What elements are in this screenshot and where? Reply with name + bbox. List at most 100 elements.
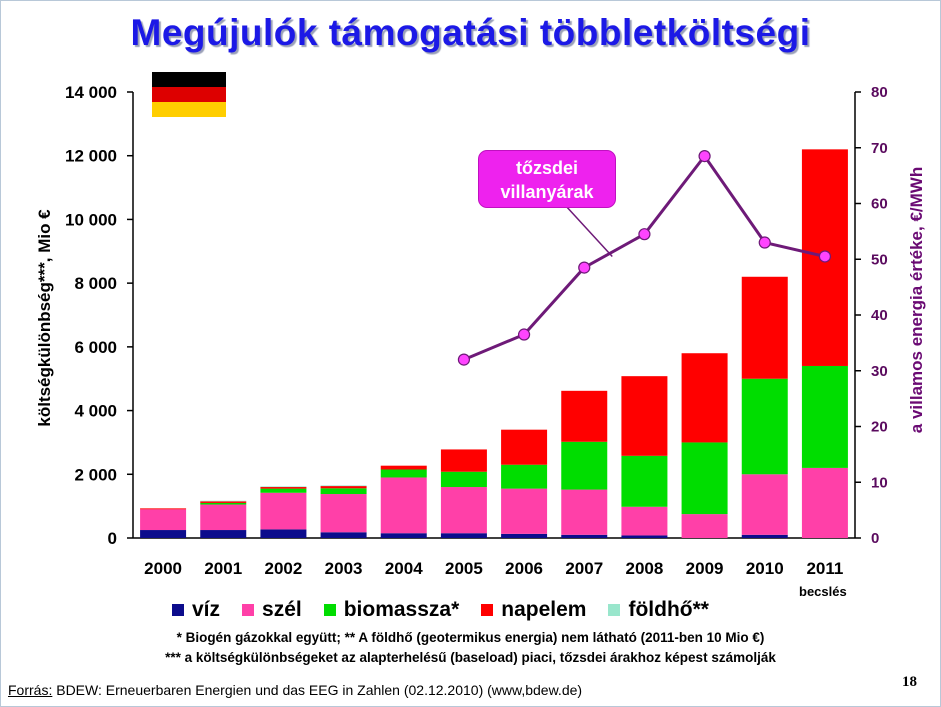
bar-segment bbox=[681, 514, 728, 538]
flag-stripe-black bbox=[152, 72, 226, 87]
bar-segment bbox=[200, 530, 247, 538]
bar-segment bbox=[260, 492, 307, 530]
bar-segment bbox=[380, 469, 427, 478]
price-callout: tőzsdei villanyárak bbox=[478, 150, 616, 208]
bar-segment bbox=[140, 530, 187, 538]
x-tick-label: 2005 bbox=[445, 559, 483, 578]
legend-item: szél bbox=[242, 598, 302, 622]
bar-segment bbox=[741, 378, 788, 475]
right-tick-label: 60 bbox=[871, 196, 888, 213]
left-axis-title: költségkülönbség***, Mio € bbox=[35, 209, 54, 427]
source-line: Forrás: BDEW: Erneuerbaren Energien und … bbox=[8, 682, 582, 698]
price-line bbox=[457, 150, 832, 366]
legend-item: napelem bbox=[481, 598, 586, 622]
bar-segment bbox=[621, 506, 668, 536]
legend-item: víz bbox=[172, 598, 220, 622]
bar-segment bbox=[380, 465, 427, 470]
x-tick-label: 2002 bbox=[265, 559, 303, 578]
bar-segment bbox=[741, 474, 788, 535]
left-tick-label: 2 000 bbox=[74, 465, 117, 484]
legend: víz szél biomassza* napelem földhő** bbox=[172, 596, 731, 624]
legend-label: szél bbox=[262, 598, 302, 621]
legend-swatch bbox=[481, 604, 494, 616]
flag-stripe-gold bbox=[152, 102, 226, 117]
price-point bbox=[698, 150, 711, 163]
legend-swatch bbox=[172, 604, 184, 616]
callout-pointer bbox=[564, 204, 613, 257]
bar-segment bbox=[200, 504, 247, 531]
bar-segment bbox=[440, 487, 487, 534]
bar-segment bbox=[440, 533, 487, 538]
bar-segment bbox=[561, 534, 608, 538]
legend-swatch bbox=[608, 604, 621, 616]
bar-segment bbox=[200, 501, 247, 503]
x-tick-label: 2001 bbox=[204, 559, 242, 578]
bar-segment bbox=[501, 488, 548, 534]
bar-segment bbox=[561, 390, 608, 442]
x-tick-label: 2011 bbox=[806, 559, 843, 578]
bar-segment bbox=[741, 276, 788, 379]
legend-item: biomassza* bbox=[323, 598, 460, 622]
right-tick-label: 70 bbox=[871, 140, 888, 157]
germany-flag-icon bbox=[152, 72, 226, 117]
bar-segment bbox=[260, 488, 307, 493]
bar-segment bbox=[260, 486, 307, 488]
source-text: BDEW: Erneuerbaren Energien und das EEG … bbox=[52, 682, 583, 698]
right-tick-label: 20 bbox=[871, 419, 888, 436]
footnotes: * Biogén gázokkal együtt; ** A földhő (g… bbox=[0, 628, 941, 668]
x-tick-label: 2009 bbox=[686, 559, 724, 578]
page-number: 18 bbox=[902, 674, 917, 690]
left-tick-label: 12 000 bbox=[65, 147, 117, 166]
right-tick-label: 50 bbox=[871, 251, 888, 268]
callout-line-1: tőzsdei bbox=[515, 158, 578, 178]
x-tick-label: 2000 bbox=[144, 559, 182, 578]
legend-swatch bbox=[242, 604, 255, 616]
bar-segment bbox=[320, 494, 367, 533]
source-label: Forrás: bbox=[8, 682, 53, 698]
bar-segment bbox=[200, 502, 247, 505]
x-tick-label: 2006 bbox=[505, 559, 543, 578]
bar-segment bbox=[320, 488, 367, 495]
axes: 0 2 000 4 000 6 000 8 000 10 000 12 000 14 000 0… bbox=[65, 83, 888, 578]
bar-segment bbox=[440, 471, 487, 488]
bar-segment bbox=[380, 533, 427, 538]
x-tick-label: 2007 bbox=[565, 559, 603, 578]
bar-segment bbox=[200, 500, 247, 502]
footnote-2: *** a költségkülönbségeket az alapterhel… bbox=[165, 650, 776, 665]
bar-segment bbox=[260, 487, 307, 489]
bar-segment bbox=[501, 429, 548, 465]
bar-segment bbox=[140, 509, 187, 531]
bar-segment bbox=[320, 486, 367, 489]
price-point bbox=[457, 353, 471, 366]
x-tick-label: 2010 bbox=[746, 559, 784, 578]
right-tick-label: 0 bbox=[871, 530, 879, 547]
bar-segment bbox=[681, 442, 728, 515]
bar-segment bbox=[440, 449, 487, 472]
bar-segment bbox=[681, 353, 728, 443]
x-tick-label: 2003 bbox=[325, 559, 363, 578]
bar-segment bbox=[801, 365, 848, 468]
bar-segment bbox=[621, 376, 668, 456]
bar-segment bbox=[501, 464, 548, 489]
right-axis-title: a villamos energia értéke, €/MWh bbox=[907, 167, 926, 433]
flag-stripe-red bbox=[152, 87, 226, 102]
bar-segment bbox=[621, 455, 668, 507]
callout-line-2: villanyárak bbox=[500, 182, 594, 202]
right-tick-label: 30 bbox=[871, 363, 888, 380]
left-tick-label: 8 000 bbox=[74, 274, 117, 293]
bar-segment bbox=[260, 529, 307, 538]
legend-label: biomassza* bbox=[343, 598, 460, 621]
bar-segment bbox=[801, 467, 848, 538]
price-point bbox=[517, 328, 531, 341]
x-tick-label: 2004 bbox=[385, 559, 423, 578]
right-tick-label: 10 bbox=[871, 474, 888, 491]
left-tick-label: 4 000 bbox=[74, 402, 117, 421]
left-tick-label: 10 000 bbox=[65, 210, 117, 229]
legend-label: víz bbox=[192, 598, 221, 621]
legend-label: napelem bbox=[501, 598, 587, 621]
legend-label: földhő** bbox=[628, 598, 709, 621]
price-point bbox=[818, 250, 832, 263]
x-tick-label: 2008 bbox=[626, 559, 664, 578]
price-point bbox=[578, 261, 591, 274]
estimate-note: becslés bbox=[799, 584, 847, 599]
